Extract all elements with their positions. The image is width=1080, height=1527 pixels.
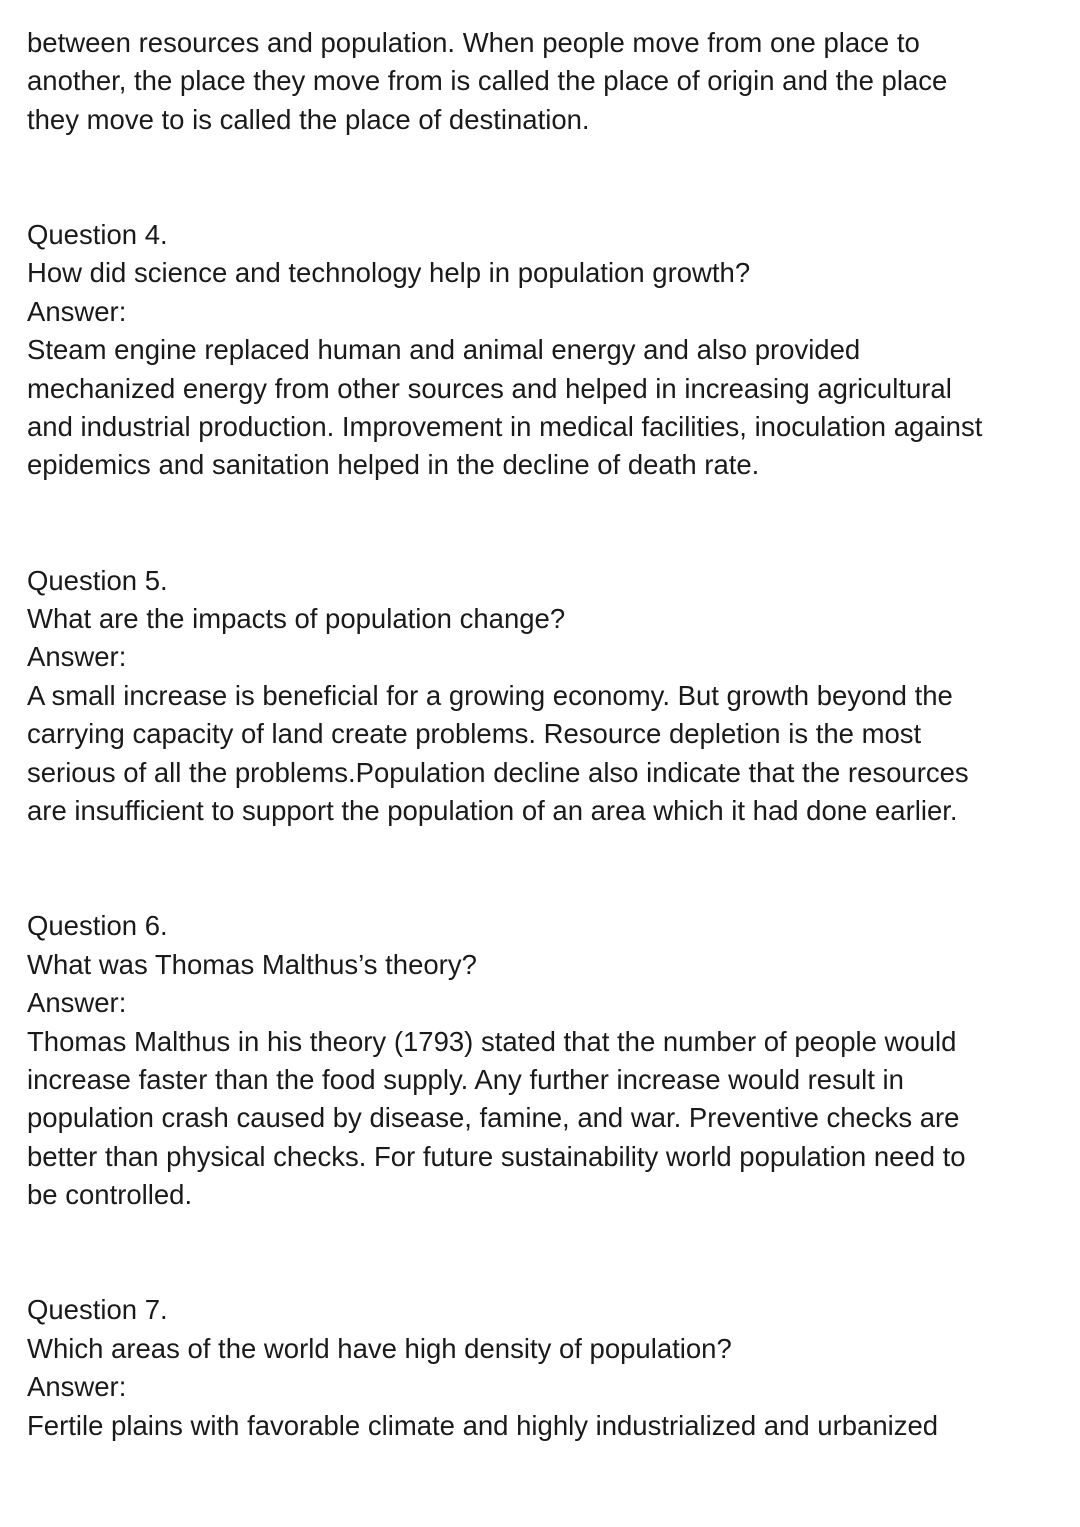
- text-line: between resources and population. When p…: [27, 27, 920, 58]
- answer-label: Answer:: [27, 641, 127, 673]
- question-block-6: Question 6. What was Thomas Malthus’s th…: [27, 907, 1057, 1214]
- question-block-7: Question 7. Which areas of the world hav…: [27, 1291, 1057, 1445]
- question-text: What was Thomas Malthus’s theory?: [27, 948, 477, 980]
- answer-line: be controlled.: [27, 1179, 193, 1211]
- spacer: [27, 831, 1057, 908]
- question-text: Which areas of the world have high densi…: [27, 1332, 732, 1364]
- question-label: Question 6.: [27, 910, 168, 942]
- answer-line: mechanized energy from other sources and…: [27, 372, 952, 404]
- question-label: Question 5.: [27, 564, 168, 596]
- question-text: What are the impacts of population chang…: [27, 603, 566, 635]
- answer-line: Fertile plains with favorable climate an…: [27, 1409, 939, 1441]
- text-line: another, the place they move from is cal…: [27, 65, 948, 97]
- answer-line: Thomas Malthus in his theory (1793) stat…: [27, 1025, 957, 1057]
- document-page: between resources and population. When p…: [27, 24, 1057, 1445]
- answer-line: and industrial production. Improvement i…: [27, 411, 983, 443]
- answer-line: Steam engine replaced human and animal e…: [27, 334, 861, 366]
- spacer: [27, 485, 1057, 562]
- answer-line: better than physical checks. For future …: [27, 1140, 966, 1172]
- answer-line: serious of all the problems.Population d…: [27, 756, 969, 788]
- spacer: [27, 1215, 1057, 1292]
- answer-line: population crash caused by disease, fami…: [27, 1102, 960, 1134]
- intro-paragraph: between resources and population. When p…: [27, 24, 1057, 139]
- answer-line: A small increase is beneficial for a gro…: [27, 679, 953, 711]
- answer-line: increase faster than the food supply. An…: [27, 1063, 904, 1095]
- answer-label: Answer:: [27, 1371, 127, 1403]
- answer-label: Answer:: [27, 987, 127, 1019]
- question-block-4: Question 4. How did science and technolo…: [27, 216, 1057, 485]
- question-text: How did science and technology help in p…: [27, 257, 751, 289]
- answer-line: epidemics and sanitation helped in the d…: [27, 449, 760, 481]
- spacer: [27, 139, 1057, 216]
- answer-label: Answer:: [27, 295, 127, 327]
- answer-line: are insufficient to support the populati…: [27, 795, 958, 827]
- text-line: they move to is called the place of dest…: [27, 103, 590, 135]
- answer-line: carrying capacity of land create problem…: [27, 718, 922, 750]
- question-label: Question 7.: [27, 1294, 168, 1326]
- question-block-5: Question 5. What are the impacts of popu…: [27, 562, 1057, 831]
- question-label: Question 4.: [27, 219, 168, 251]
